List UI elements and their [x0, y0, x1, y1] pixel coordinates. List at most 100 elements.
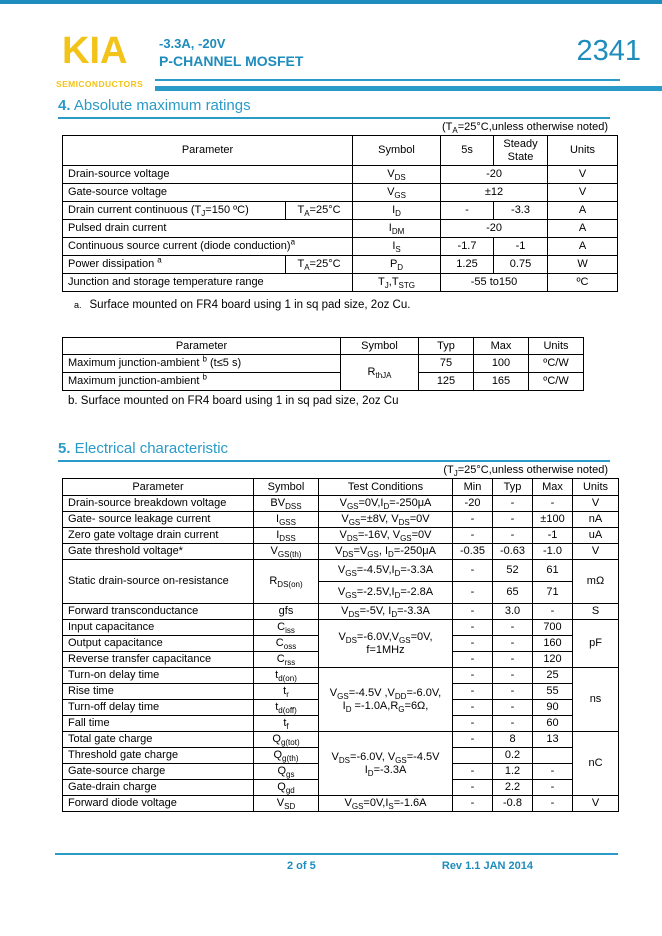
col-header-parameter: Parameter [61, 135, 354, 166]
cell-typ: - [492, 527, 533, 544]
cell-symbol: PD [352, 255, 442, 274]
cell-test-conditions: VGS=0V,ID=-250μA [318, 495, 453, 512]
cell-min: - [452, 619, 493, 636]
cell-test-conditions: VGS=0V,IS=-1.6A [318, 795, 453, 812]
cell-min: - [452, 795, 493, 812]
cell-symbol: VSD [253, 795, 319, 812]
cell-symbol: Coss [253, 635, 319, 652]
cell-parameter: Junction and storage temperature range [61, 273, 354, 292]
table-row: Continuous source current (diode conduct… [61, 237, 619, 256]
cell-typ: -0.63 [492, 543, 533, 560]
table-row: Total gate charge Qg(tot) VDS=-6.0V, VGS… [62, 731, 619, 796]
cell-min: - [452, 635, 493, 652]
cell-symbol: VGS(th) [253, 543, 319, 560]
cell-symbol: tf [253, 715, 319, 732]
cell-parameter: Zero gate voltage drain current [62, 527, 254, 544]
cell-parameter: Drain current continuous (TJ=150 ºC) [62, 201, 286, 220]
cell-typ: 125 [418, 372, 474, 391]
cell-units: V [572, 495, 619, 512]
table-row: Pulsed drain current IDM -20 A [61, 219, 619, 238]
cell-typ: 65 [492, 581, 533, 604]
cell-max: 25 [532, 667, 573, 684]
cell-min: - [452, 603, 493, 620]
cell-parameter: Static drain-source on-resistance [62, 559, 254, 604]
cell-test-conditions: VDS=-6.0V,VGS=0V, f=1MHz [318, 619, 453, 668]
table-row: Gate-source voltage VGS ±12 V [61, 183, 619, 202]
cell-value-steady: 0.75 [493, 255, 549, 274]
cell-max [532, 747, 573, 764]
cell-parameter: Turn-on delay time [62, 667, 254, 684]
cell-max: - [532, 495, 573, 512]
cell-symbol: Qg(tot) [253, 731, 319, 748]
cell-test-conditions: VDS=-5V, ID=-3.3A [318, 603, 453, 620]
cell-typ: 8 [492, 731, 533, 748]
brand-logo-subtext: SEMICONDUCTORS [56, 79, 144, 89]
cell-max: 55 [532, 683, 573, 700]
cell-symbol: RDS(on) [253, 559, 319, 604]
cell-parameter: Gate-source charge [62, 763, 254, 780]
cell-units: S [572, 603, 619, 620]
cell-symbol: IGSS [253, 511, 319, 528]
cell-max: 13 [532, 731, 573, 748]
cell-min: - [452, 779, 493, 796]
cell-value: -20 [440, 165, 549, 184]
cell-test-conditions: VDS=-6.0V, VGS=-4.5V ID=-3.3A [318, 731, 453, 796]
cell-symbol: gfs [253, 603, 319, 620]
cell-min: - [452, 559, 493, 582]
footnote-a: a. Surface mounted on FR4 board using 1 i… [74, 299, 618, 311]
cell-units: mΩ [572, 559, 619, 604]
cell-value-steady: -1 [493, 237, 549, 256]
table-row: Drain-source voltage VDS -20 V [61, 165, 619, 184]
cell-max: -1 [532, 527, 573, 544]
cell-typ: - [492, 651, 533, 668]
abs-max-ratings-table: Parameter Symbol 5s Steady State Units D… [61, 135, 619, 292]
col-header-max: Max [532, 478, 573, 496]
cell-min: - [452, 511, 493, 528]
cell-min: - [452, 715, 493, 732]
header-rule-thin [155, 79, 620, 81]
table-row: Junction and storage temperature range T… [61, 273, 619, 292]
col-header-min: Min [452, 478, 493, 496]
col-header-parameter: Parameter [62, 337, 341, 355]
cell-min: - [452, 683, 493, 700]
col-header-units: Units [528, 337, 584, 355]
cell-typ: -0.8 [492, 795, 533, 812]
col-header-typ: Typ [492, 478, 533, 496]
cell-test-conditions: VDS=VGS, ID=-250μA [318, 543, 453, 560]
cell-parameter: Gate-drain charge [62, 779, 254, 796]
cell-symbol: VDS [352, 165, 442, 184]
cell-max: - [532, 795, 573, 812]
cell-units: ºC/W [528, 354, 584, 373]
section4-title-text: Absolute maximum ratings [70, 97, 251, 114]
cell-typ: 0.2 [492, 747, 533, 764]
brand-logo: KIA [62, 30, 128, 72]
cell-units: nC [572, 731, 619, 796]
cell-min: - [452, 527, 493, 544]
cell-symbol: BVDSS [253, 495, 319, 512]
table-row: Rise time tr - - 55 [62, 683, 619, 700]
table-row: Drain-source breakdown voltage BVDSS VGS… [62, 495, 619, 512]
header-rule-thick [155, 86, 662, 91]
table-row: Maximum junction-ambient b 125 165 ºC/W [62, 372, 584, 391]
cell-parameter: Reverse transfer capacitance [62, 651, 254, 668]
cell-test-conditions: VGS=-2.5V,ID=-2.8A [318, 581, 453, 604]
cell-value-5s: 1.25 [440, 255, 495, 274]
cell-symbol: Ciss [253, 619, 319, 636]
revision-label: Rev 1.1 JAN 2014 [441, 860, 533, 872]
cell-value-5s: -1.7 [440, 237, 495, 256]
cell-symbol: td(on) [253, 667, 319, 684]
cell-typ: 1.2 [492, 763, 533, 780]
cell-units: uA [572, 527, 619, 544]
cell-max: 165 [473, 372, 529, 391]
cell-min: - [452, 763, 493, 780]
cell-parameter: Turn-off delay time [62, 699, 254, 716]
cell-typ: - [492, 495, 533, 512]
col-header-symbol: Symbol [352, 135, 442, 166]
table-header-row: Parameter Symbol Test Conditions Min Typ… [62, 478, 619, 496]
col-header-5s: 5s [440, 135, 495, 166]
cell-parameter: Total gate charge [62, 731, 254, 748]
device-type: P-CHANNEL MOSFET [159, 53, 304, 69]
table-row: Fall time tf - - 60 [62, 715, 619, 732]
cell-max: 100 [473, 354, 529, 373]
table-row: Maximum junction-ambient b (t≤5 s) RthJA… [62, 354, 584, 391]
